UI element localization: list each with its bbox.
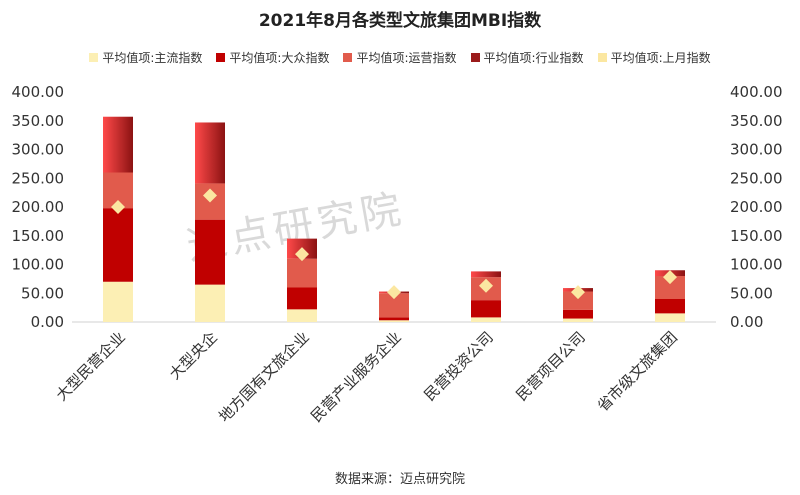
bar-segment bbox=[471, 271, 501, 278]
y-tick-label: 350.00 bbox=[12, 112, 65, 130]
y-tick-label: 250.00 bbox=[12, 169, 65, 187]
secondary-y-tick-label: 300.00 bbox=[730, 141, 783, 159]
secondary-y-tick-label: 0.00 bbox=[730, 313, 763, 331]
bar-segment bbox=[471, 317, 501, 322]
marker-point bbox=[479, 278, 493, 293]
marker-point bbox=[111, 200, 125, 214]
marker-point bbox=[295, 247, 309, 262]
legend-item: 平均值项:主流指数 bbox=[89, 49, 202, 66]
bar-segment bbox=[103, 116, 133, 173]
bar-segment bbox=[287, 309, 317, 322]
category-label: 大型央企 bbox=[166, 328, 221, 383]
secondary-y-tick-label: 400.00 bbox=[730, 83, 783, 101]
y-tick-label: 100.00 bbox=[12, 256, 65, 274]
legend-item: 平均值项:行业指数 bbox=[470, 49, 584, 66]
legend-label: 平均值项:行业指数 bbox=[483, 51, 584, 65]
category-label: 民营项目公司 bbox=[512, 328, 588, 404]
y-tick-label: 400.00 bbox=[12, 83, 65, 101]
legend-label: 平均值项:上月指数 bbox=[610, 51, 711, 65]
bar-segment bbox=[563, 318, 593, 322]
legend-item: 平均值项:大众指数 bbox=[216, 49, 329, 66]
bar-segment bbox=[379, 317, 409, 321]
y-tick-label: 200.00 bbox=[12, 198, 65, 216]
legend-swatch bbox=[470, 53, 480, 62]
legend-swatch bbox=[89, 53, 99, 62]
y-tick-label: 150.00 bbox=[12, 227, 65, 245]
marker-point bbox=[387, 285, 401, 300]
category-label: 大型民营企业 bbox=[52, 328, 128, 404]
category-label: 省市级文旅集团 bbox=[594, 328, 681, 415]
bar-segment bbox=[563, 291, 593, 310]
legend-label: 平均值项:运营指数 bbox=[356, 51, 457, 65]
marker-point bbox=[663, 270, 677, 285]
bar-segment bbox=[287, 258, 317, 288]
category-label: 民营投资公司 bbox=[420, 328, 496, 404]
bar-segment bbox=[103, 281, 133, 322]
y-tick-label: 50.00 bbox=[21, 284, 64, 302]
bar-segment bbox=[287, 287, 317, 310]
legend-item: 平均值项:上月指数 bbox=[597, 49, 711, 66]
legend-item: 平均值项:运营指数 bbox=[343, 49, 457, 66]
secondary-y-tick-label: 350.00 bbox=[730, 112, 783, 130]
source-note: 数据来源：迈点研究院 bbox=[334, 472, 465, 487]
bar-segment bbox=[563, 309, 593, 319]
y-tick-label: 0.00 bbox=[31, 313, 64, 331]
legend-label: 平均值项:主流指数 bbox=[102, 51, 203, 65]
chart-title: 2021年8月各类型文旅集团MBI指数 bbox=[258, 11, 542, 31]
marker-point bbox=[203, 188, 217, 203]
legend: 平均值项:主流指数 平均值项:大众指数 平均值项:运营指数 平均值项:行业指数 平均值项… bbox=[0, 49, 800, 66]
bar-segment bbox=[471, 300, 501, 318]
bar-segment bbox=[195, 219, 225, 285]
category-label: 民营产业服务企业 bbox=[307, 328, 405, 426]
bar-segment bbox=[655, 299, 685, 314]
legend-swatch bbox=[343, 53, 353, 62]
legend-label: 平均值项:大众指数 bbox=[229, 51, 330, 65]
legend-swatch bbox=[216, 53, 226, 62]
category-label: 地方国有文旅企业 bbox=[215, 328, 313, 426]
bar-segment bbox=[195, 284, 225, 322]
y-tick-label: 300.00 bbox=[12, 141, 65, 159]
legend-swatch bbox=[597, 53, 607, 62]
bar-segment bbox=[103, 208, 133, 282]
secondary-y-tick-label: 200.00 bbox=[730, 198, 783, 216]
bar-segment bbox=[655, 276, 685, 299]
bar-segment bbox=[379, 320, 409, 322]
secondary-y-tick-label: 100.00 bbox=[730, 256, 783, 274]
marker-point bbox=[571, 285, 585, 300]
bar-segment bbox=[655, 313, 685, 322]
secondary-y-tick-label: 250.00 bbox=[730, 169, 783, 187]
secondary-y-tick-label: 150.00 bbox=[730, 227, 783, 245]
bar-segment bbox=[195, 122, 225, 184]
secondary-y-tick-label: 50.00 bbox=[730, 284, 773, 302]
